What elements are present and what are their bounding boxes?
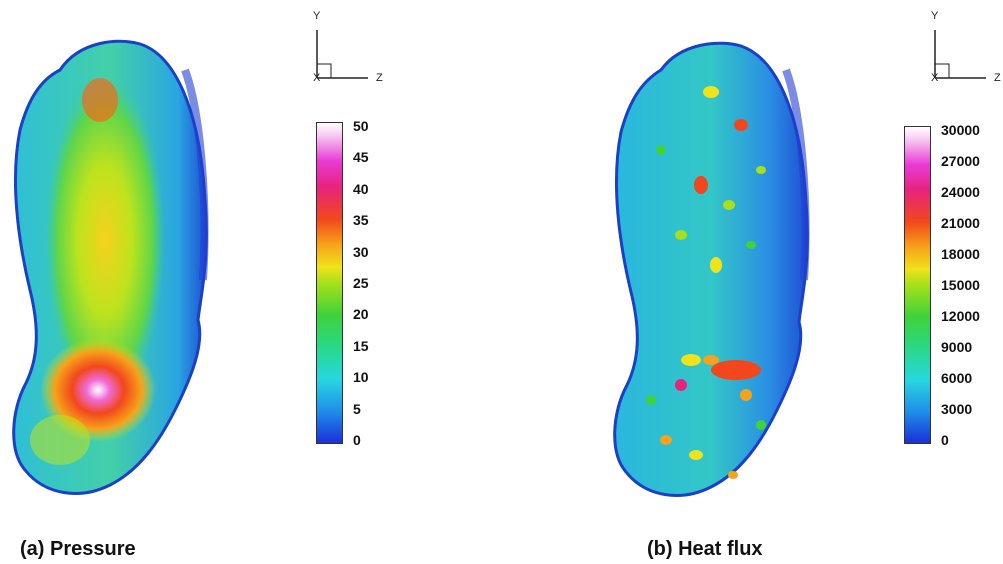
colorbar-tick-label: 21000 <box>941 215 980 231</box>
colorbar-tick-label: 5 <box>353 400 361 417</box>
panel-caption: (a) Pressure <box>20 538 136 560</box>
heat-flux-contour-surface <box>613 41 810 497</box>
colorbar-tick-label: 18000 <box>941 246 980 262</box>
y-axis-label: Y <box>313 10 321 22</box>
axes-triad: Y X Z <box>300 8 390 88</box>
colorbar-tick-label: 45 <box>353 149 369 166</box>
axes-lines-icon <box>316 30 368 79</box>
colorbar-tick-label: 0 <box>941 432 949 448</box>
colorbar-tick-label: 35 <box>353 212 369 229</box>
colorbar-tick-label: 12000 <box>941 308 980 324</box>
panel-caption: (b) Heat flux <box>647 538 763 560</box>
colorbar-tick-label: 3000 <box>941 401 973 417</box>
colorbar-tick-label: 30 <box>353 243 369 260</box>
colorbar-tick-label: 9000 <box>941 339 973 355</box>
colorbar-tick-label: 50 <box>353 118 369 134</box>
colorbar-tick-label: 20 <box>353 306 369 323</box>
heat-flux-panel: Y X Z 30000 27000 24000 21000 18000 15000 1200… <box>501 0 1003 564</box>
colorbar-tick-label: 25 <box>353 275 369 291</box>
colorbar-tick-label: 30000 <box>941 122 980 138</box>
colorbar-tick-label: 24000 <box>941 184 980 200</box>
x-axis-label: X <box>313 72 321 84</box>
hotspots <box>646 86 766 479</box>
colorbar-gradient <box>316 122 343 444</box>
y-axis-label: Y <box>931 10 939 22</box>
pressure-panel: Y X Z 50 45 40 35 30 25 20 15 10 5 0 (a) Pressure <box>0 0 501 564</box>
colorbar-tick-label: 15000 <box>941 277 980 293</box>
axes-triad: Y X Z <box>918 8 1003 88</box>
x-axis-label: X <box>931 72 939 84</box>
heat-flux-colorbar: 30000 27000 24000 21000 18000 15000 12000 9000 6… <box>904 122 1002 448</box>
z-axis-label: Z <box>994 72 1001 84</box>
colorbar-tick-label: 15 <box>353 337 369 354</box>
colorbar-tick-label: 0 <box>353 432 361 448</box>
colorbar-tick-label: 27000 <box>941 153 980 169</box>
z-axis-label: Z <box>376 72 383 84</box>
axes-lines-icon <box>934 30 986 79</box>
colorbar-tick-label: 10 <box>353 369 369 386</box>
colorbar-gradient <box>904 126 931 444</box>
colorbar-tick-label: 6000 <box>941 370 973 386</box>
colorbar-tick-label: 40 <box>353 180 369 197</box>
pressure-contour-surface <box>12 39 209 495</box>
pressure-colorbar: 50 45 40 35 30 25 20 15 10 5 0 <box>316 118 416 448</box>
